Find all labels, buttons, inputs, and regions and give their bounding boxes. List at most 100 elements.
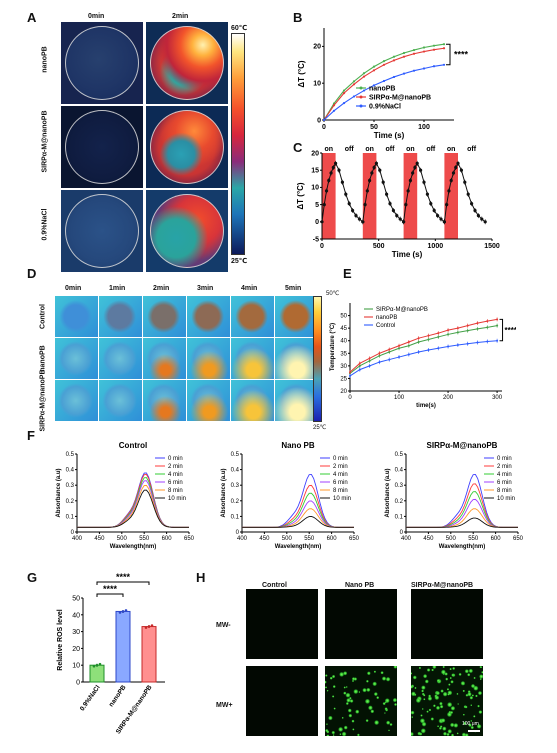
y-tick-label: 40 — [340, 339, 347, 345]
chart-b: 0 50 100 0 10 20 Time (s) ΔT (°C) nanoPB SIRPα-M@… — [297, 28, 469, 140]
replicate-point — [121, 610, 125, 613]
y-tick-label: 30 — [72, 629, 80, 636]
panel-label-e: E — [343, 266, 352, 281]
y-tick-label: 0.2 — [395, 499, 404, 505]
data-point — [427, 349, 430, 352]
data-point — [344, 192, 348, 196]
legend-marker — [359, 86, 363, 90]
data-point — [362, 89, 366, 92]
data-point — [470, 201, 474, 206]
data-point — [320, 220, 324, 224]
x-tick-label: 600 — [327, 536, 338, 542]
x-tick-label: 500 — [446, 536, 457, 542]
bar-2 — [141, 626, 157, 683]
x-tick-label: 550 — [468, 536, 479, 542]
x-tick-label: 450 — [94, 536, 105, 542]
data-point — [395, 214, 399, 218]
legend-label: 0 min — [168, 456, 183, 462]
data-point — [374, 161, 378, 165]
y-axis-label: Absorbance (a.u) — [221, 468, 227, 517]
legend-label: nanoPB — [369, 86, 395, 93]
chart-title: Control — [119, 441, 147, 450]
data-point — [402, 55, 406, 58]
data-point — [454, 165, 458, 170]
data-point — [483, 220, 487, 224]
x-tick-label: 400 — [237, 536, 248, 542]
data-point — [447, 345, 450, 348]
y-tick-label: 10 — [72, 663, 80, 670]
data-point — [419, 168, 423, 172]
y-tick-label: 25 — [340, 376, 347, 382]
on-label: on — [406, 146, 415, 153]
replicate-point — [95, 663, 99, 667]
data-point — [332, 109, 336, 112]
panel-label-f: F — [27, 428, 35, 443]
replicate-point — [150, 624, 154, 627]
data-point — [466, 192, 470, 196]
panel-h-col-sirpa: SIRPα-M@nanoPB — [411, 582, 474, 589]
on-label: on — [447, 146, 456, 153]
y-axis-label: ΔT (°C) — [296, 182, 305, 210]
data-point — [372, 84, 376, 87]
data-point — [451, 171, 456, 175]
off-label: off — [426, 146, 436, 153]
data-point — [385, 192, 389, 196]
data-point — [415, 161, 419, 165]
data-point — [358, 362, 361, 365]
y-tick-label: 0.1 — [66, 514, 75, 520]
thermal-image-r1-c2 — [143, 338, 186, 379]
legend-label: 10 min — [168, 496, 186, 502]
laser-on-region — [362, 153, 377, 239]
data-point — [368, 178, 372, 183]
legend-label: Control — [376, 323, 395, 329]
data-point — [439, 217, 443, 221]
data-point — [447, 189, 451, 193]
data-point — [442, 43, 446, 46]
panel-label-d: D — [27, 266, 37, 281]
replicate-point — [147, 625, 151, 628]
chart-g: 0 10 20 30 40 50 Relative ROS level 0.9%NaCl nan… — [57, 572, 165, 735]
chart-f-sirpa: SIRPα-M@nanoPB 400 450 500 550 600 650 0 0.1 0.2 0… — [385, 441, 524, 550]
panel-label-b: B — [293, 10, 303, 25]
replicate-point — [92, 664, 96, 668]
data-point — [388, 358, 391, 361]
data-point — [381, 180, 385, 184]
panel-h-col-control: Control — [262, 582, 287, 589]
y-tick-label: 0.1 — [395, 514, 404, 520]
legend-label: 6 min — [497, 480, 512, 486]
significance-stars: **** — [116, 572, 131, 582]
data-point — [351, 208, 355, 213]
y-tick-label: 10 — [313, 81, 321, 88]
data-point — [413, 165, 417, 170]
data-point — [382, 63, 386, 66]
data-point — [449, 178, 453, 183]
data-point — [372, 165, 376, 170]
y-axis-label: Relative ROS level — [57, 609, 64, 671]
off-label: off — [386, 146, 396, 153]
data-point — [456, 343, 459, 346]
data-point — [466, 342, 469, 345]
data-point — [368, 357, 371, 360]
data-point — [352, 83, 356, 86]
data-point — [342, 89, 346, 92]
series-line-2 — [349, 340, 498, 377]
y-tick-label: 0.4 — [66, 468, 75, 474]
chart-e: 0 100 200 300 20 25 30 35 40 45 50 time(s) Temperatu… — [330, 303, 516, 409]
spectrum-line-3 — [406, 498, 519, 528]
micrograph-sirpa-mw-plus — [411, 666, 483, 736]
x-tick-label: 500 — [117, 536, 128, 542]
data-point — [436, 214, 440, 218]
data-point — [447, 329, 450, 332]
replicate-point — [118, 611, 122, 614]
data-point — [398, 217, 402, 221]
data-point — [417, 337, 420, 340]
data-point — [349, 371, 351, 374]
legend-label: 4 min — [333, 472, 348, 478]
x-tick-label: 600 — [162, 536, 173, 542]
on-label: on — [365, 146, 374, 153]
thermal-image-nanopb-2min — [146, 22, 228, 104]
data-point — [370, 171, 374, 175]
y-tick-label: 35 — [340, 351, 347, 357]
panel-h-row-mw-plus: MW+ — [216, 702, 233, 709]
micrograph-control-mw-plus — [246, 666, 318, 736]
